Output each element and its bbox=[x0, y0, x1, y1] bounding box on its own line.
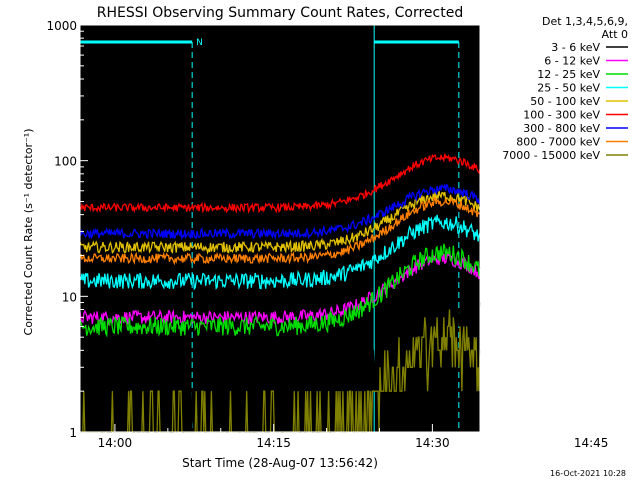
legend-entry-label: 25 - 50 keV bbox=[537, 82, 600, 95]
series-line bbox=[79, 214, 481, 291]
plot-background bbox=[80, 25, 480, 432]
legend-entry-label: 6 - 12 keV bbox=[544, 55, 600, 68]
plot-frame bbox=[79, 24, 481, 433]
y-tick-label: 10 bbox=[62, 290, 77, 304]
night-bar-label: N bbox=[196, 38, 203, 48]
x-tick-label: 14:45 bbox=[574, 436, 609, 450]
legend-entry-label: 7000 - 15000 keV bbox=[502, 149, 600, 162]
legend-entry-label: 12 - 25 keV bbox=[537, 68, 600, 81]
x-tick-label: 14:30 bbox=[415, 436, 450, 450]
y-axis-label: Corrected Count Rate (s⁻¹ detector⁻¹) bbox=[22, 129, 35, 336]
series-line bbox=[79, 183, 481, 241]
legend-entry-label: 300 - 800 keV bbox=[523, 122, 600, 135]
axes: 110100100014:0014:1514:3014:4515:0015:15… bbox=[46, 19, 609, 450]
y-tick-label: 100 bbox=[54, 155, 77, 169]
series-line bbox=[79, 196, 481, 266]
series-line bbox=[79, 251, 481, 326]
y-tick-label: 1 bbox=[69, 426, 77, 440]
plot-area: N bbox=[79, 25, 481, 433]
series-line bbox=[79, 190, 481, 255]
legend-header-line: Det 1,3,4,5,6,9, bbox=[542, 15, 628, 28]
chart-title: RHESSI Observing Summary Count Rates, Co… bbox=[97, 5, 463, 21]
legend-entry-label: 800 - 7000 keV bbox=[516, 136, 600, 149]
y-tick-label: 1000 bbox=[46, 19, 77, 33]
legend-entry-label: 100 - 300 keV bbox=[523, 109, 600, 122]
footer-timestamp: 16-Oct-2021 10:28 bbox=[550, 469, 626, 478]
series-line bbox=[79, 153, 481, 215]
x-tick-label: 14:15 bbox=[256, 436, 291, 450]
legend-entry-label: 50 - 100 keV bbox=[530, 95, 600, 108]
x-tick-label: 14:00 bbox=[98, 436, 133, 450]
x-axis-label: Start Time (28-Aug-07 13:56:42) bbox=[182, 456, 378, 470]
series-line bbox=[79, 243, 481, 338]
legend-header-line: Att 0 bbox=[602, 28, 628, 41]
legend-entry-label: 3 - 6 keV bbox=[551, 41, 600, 54]
